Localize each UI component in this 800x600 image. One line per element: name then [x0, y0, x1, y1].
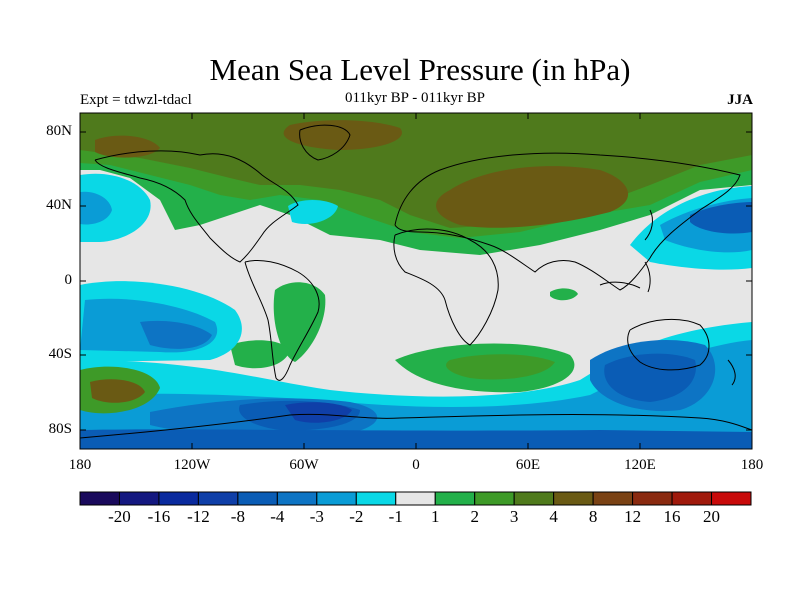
coastlines — [80, 124, 752, 439]
sh-far-blue — [80, 429, 752, 449]
nw-pacific-blue-core — [80, 191, 112, 225]
colorbar-box — [632, 491, 673, 506]
colorbar-box — [197, 491, 239, 506]
lat-label-80s: 80S — [48, 421, 72, 437]
lat-ticks — [80, 131, 752, 431]
colorbar-box — [474, 491, 515, 506]
colorbar-box — [316, 491, 357, 506]
colorbar-box — [395, 491, 436, 506]
sh-pacific-brown-core — [90, 379, 145, 403]
colorbar-label: 4 — [549, 507, 558, 526]
colorbar-box — [79, 491, 120, 506]
colorbar-label: -4 — [270, 507, 285, 526]
colorbar-label: -20 — [108, 507, 131, 526]
colorbar-box — [118, 491, 160, 506]
lon-label-120w: 120W — [173, 457, 211, 473]
colorbar-label: 16 — [663, 507, 681, 526]
lon-label-0: 0 — [412, 457, 420, 473]
colorbar-box — [711, 491, 752, 506]
figure-subtitle: 011kyr BP - 011kyr BP — [344, 90, 485, 106]
lat-label-40n: 40N — [46, 197, 72, 213]
lon-label-180e: 180 — [740, 457, 764, 473]
colorbar-label: -1 — [388, 507, 403, 526]
colorbar-label: -16 — [147, 507, 171, 526]
colorbar-label: 1 — [430, 507, 440, 526]
colorbar — [79, 491, 752, 506]
nh-brown-arctic — [283, 120, 402, 150]
north-atlantic-cyan — [288, 200, 338, 225]
lat-label-80n: 80N — [46, 123, 72, 139]
south-america-green — [273, 282, 326, 362]
australia-south-core — [604, 353, 696, 402]
lat-label-0: 0 — [64, 272, 73, 288]
japan-coast — [644, 209, 653, 241]
colorbar-label: 20 — [703, 507, 721, 526]
colorbar-label: -3 — [309, 507, 324, 526]
colorbar-box — [434, 491, 476, 506]
south-america-coast — [244, 259, 320, 381]
eurasia-coast — [394, 152, 741, 291]
colorbar-box — [513, 491, 555, 506]
nh-brown-pacific — [95, 135, 160, 158]
new-zealand-coast — [727, 359, 736, 386]
lon-label-120e: 120E — [624, 457, 656, 473]
colorbar-box — [355, 491, 397, 506]
sh-green-pacific — [230, 340, 290, 369]
lon-ticks — [191, 113, 641, 449]
north-america-coast — [94, 150, 299, 263]
pressure-field — [80, 113, 752, 449]
colorbar-label: -8 — [230, 507, 245, 526]
lat-label-40s: 40S — [48, 346, 72, 362]
nw-pacific-blue — [80, 173, 151, 242]
africa-coast — [393, 228, 499, 346]
figure-title: Mean Sea Level Pressure (in hPa) — [209, 52, 631, 87]
antarctica-coast — [80, 413, 752, 439]
australia-coast — [627, 318, 710, 371]
season-label: JJA — [727, 92, 753, 108]
colorbar-box — [276, 491, 318, 506]
lon-label-60w: 60W — [289, 457, 319, 473]
south-pacific-mid — [140, 320, 212, 349]
indian-ocean-green — [550, 288, 578, 301]
lon-label-180w: 180 — [68, 457, 92, 473]
colorbar-label: 2 — [470, 507, 479, 526]
colorbar-box — [237, 491, 278, 506]
sh-deep-core-west — [285, 402, 352, 423]
nh-brown-asia — [436, 166, 629, 228]
colorbar-label: 3 — [509, 507, 519, 526]
colorbar-box — [592, 491, 634, 506]
indonesia-coast — [599, 261, 651, 293]
experiment-label: Expt = tdwzl-tdacl — [80, 92, 192, 108]
colorbar-label: 12 — [624, 507, 642, 526]
nw-pacific-asia-deep — [690, 202, 752, 234]
lon-label-60e: 60E — [515, 457, 541, 473]
greenland-coast — [299, 124, 351, 161]
colorbar-box — [158, 491, 199, 506]
colorbar-label: -2 — [349, 507, 364, 526]
colorbar-label: 8 — [588, 507, 598, 526]
colorbar-box — [671, 491, 713, 506]
colorbar-label: -12 — [187, 507, 210, 526]
colorbar-box — [553, 491, 594, 506]
sh-dark-green-atlantic — [446, 354, 555, 380]
